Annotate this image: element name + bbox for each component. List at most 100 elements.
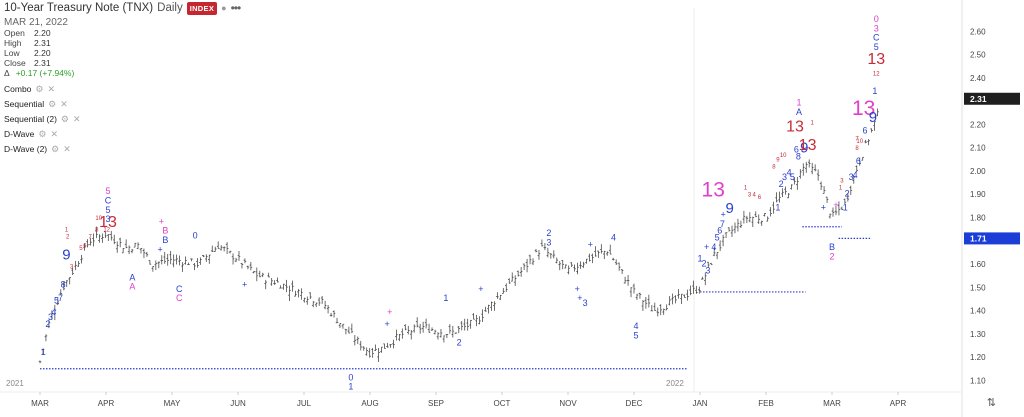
y-tick-label: 2.00 xyxy=(970,167,986,176)
index-badge: INDEX xyxy=(186,2,218,15)
setup-count-label: 4 xyxy=(633,321,638,331)
setup-count-label: 1 xyxy=(796,98,801,108)
gear-icon[interactable]: ⚙ xyxy=(35,84,44,94)
x-tick-label: MAR xyxy=(31,399,49,408)
setup-count-label: 12 xyxy=(873,71,880,77)
setup-count-label: 2 xyxy=(546,228,551,238)
setup-count-label: 3 xyxy=(48,312,53,322)
symbol-status-dot: ● xyxy=(221,3,227,13)
y-tick-label: 1.80 xyxy=(970,213,986,222)
setup-count-label: 8 xyxy=(95,227,99,233)
setup-count-label: 13 xyxy=(99,214,117,231)
setup-count-label: 13 xyxy=(852,97,875,120)
setup-count-label: + xyxy=(385,319,390,329)
study-d-wave-2[interactable]: D-Wave (2) ⚙ ✕ xyxy=(4,142,240,157)
setup-count-label: 3 xyxy=(748,193,752,199)
setup-count-label: 10 xyxy=(95,216,102,222)
x-tick-label: MAR xyxy=(823,399,841,408)
y-tick-label: 2.50 xyxy=(970,51,986,60)
close-icon[interactable]: ✕ xyxy=(73,114,81,124)
gear-icon[interactable]: ⚙ xyxy=(48,99,57,109)
x-tick-label: SEP xyxy=(428,399,444,408)
setup-count-label: C xyxy=(176,284,183,294)
setup-count-label: 2 xyxy=(779,179,784,189)
setup-count-label: 1 xyxy=(41,347,46,357)
close-icon[interactable]: ✕ xyxy=(50,129,59,139)
setup-count-label: 8 xyxy=(855,146,859,152)
setup-count-label: 5 xyxy=(79,246,83,252)
setup-count-label: + xyxy=(577,293,582,303)
setup-count-label: 4 xyxy=(752,193,756,199)
setup-count-label: 9 xyxy=(800,139,808,156)
setup-count-label: 1 xyxy=(744,186,748,192)
setup-count-label: 13 xyxy=(799,137,817,154)
setup-count-label: + xyxy=(588,240,593,250)
setup-count-label: 1 xyxy=(872,86,877,96)
level-price-badge-bg xyxy=(964,232,1020,245)
setup-count-label: 5 xyxy=(715,233,720,243)
more-options-icon[interactable]: ••• xyxy=(230,1,242,15)
setup-count-label: 6 xyxy=(856,156,861,166)
study-sequential-2[interactable]: Sequential (2) ⚙ ✕ xyxy=(4,112,240,127)
setup-count-label: 4 xyxy=(787,168,792,178)
x-tick-label: DEC xyxy=(626,399,643,408)
setup-count-label: 5 xyxy=(54,296,59,306)
close-icon[interactable]: ✕ xyxy=(63,144,71,154)
setup-count-label: 0 xyxy=(193,230,198,240)
setup-count-label: 13 xyxy=(702,179,725,202)
study-sequential[interactable]: Sequential ⚙ ✕ xyxy=(4,97,240,112)
title-row: 10-Year Treasury Note (TNX) Daily INDEX … xyxy=(4,1,242,15)
interval-label[interactable]: Daily xyxy=(157,2,183,14)
x-tick-label: JAN xyxy=(692,399,707,408)
setup-count-label: 7 xyxy=(720,219,725,229)
x-tick-label: APR xyxy=(98,399,115,408)
setup-count-label: 1 xyxy=(775,202,780,212)
year-label: 2021 xyxy=(6,379,24,388)
close-icon[interactable]: ✕ xyxy=(47,84,56,94)
y-tick-label: 1.10 xyxy=(970,376,986,385)
setup-count-label: 13 xyxy=(786,118,804,135)
y-tick-label: 1.30 xyxy=(970,330,986,339)
study-d-wave[interactable]: D-Wave ⚙ ✕ xyxy=(4,127,240,142)
y-tick-label: 1.20 xyxy=(970,353,986,362)
x-tick-label: JUL xyxy=(297,399,312,408)
setup-count-label: 6 xyxy=(862,126,867,136)
y-tick-label: 1.90 xyxy=(970,190,986,199)
setup-count-label: C xyxy=(105,195,112,205)
setup-count-label: 1 xyxy=(811,120,815,126)
y-tick-label: 2.60 xyxy=(970,27,986,36)
setup-count-label: 6 xyxy=(794,144,799,154)
setup-count-label: 7 xyxy=(88,234,92,240)
setup-count-label: 5 xyxy=(874,42,879,52)
setup-count-label: 6 xyxy=(717,226,722,236)
axes: 1.101.201.301.401.501.601.701.801.902.00… xyxy=(6,27,1020,408)
setup-count-label: 5 xyxy=(790,172,795,182)
last-price-badge-bg xyxy=(964,92,1020,105)
setup-count-label: 1 xyxy=(443,293,448,303)
setup-count-label: 13 xyxy=(867,51,885,68)
setup-count-label: 3 xyxy=(105,214,110,224)
setup-count-label: 5 xyxy=(633,330,638,340)
grid-layer xyxy=(0,0,963,417)
close-icon[interactable]: ✕ xyxy=(60,99,68,109)
setup-count-label: 3 xyxy=(70,265,74,271)
setup-count-label: 4 xyxy=(853,170,858,180)
y-tick-label: 1.60 xyxy=(970,260,986,269)
ohlc-close: Close 2.31 xyxy=(4,58,51,68)
year-label: 2022 xyxy=(666,379,684,388)
gear-icon[interactable]: ⚙ xyxy=(60,114,69,124)
y-tick-label: 1.50 xyxy=(970,283,986,292)
setup-count-label: + xyxy=(720,209,725,219)
setup-count-label: 5 xyxy=(105,205,110,215)
gear-icon[interactable]: ⚙ xyxy=(51,144,60,154)
setup-count-label: 10 xyxy=(856,139,863,145)
setup-count-label: 8 xyxy=(796,151,801,161)
gear-icon[interactable]: ⚙ xyxy=(38,129,47,139)
setup-count-label: + xyxy=(575,284,580,294)
study-combo[interactable]: Combo ⚙ ✕ xyxy=(4,82,240,97)
setup-count-label: + xyxy=(478,284,483,294)
level-price-badge: 1.71 xyxy=(970,233,987,243)
sync-arrows-icon[interactable]: ⇅ xyxy=(986,397,996,409)
